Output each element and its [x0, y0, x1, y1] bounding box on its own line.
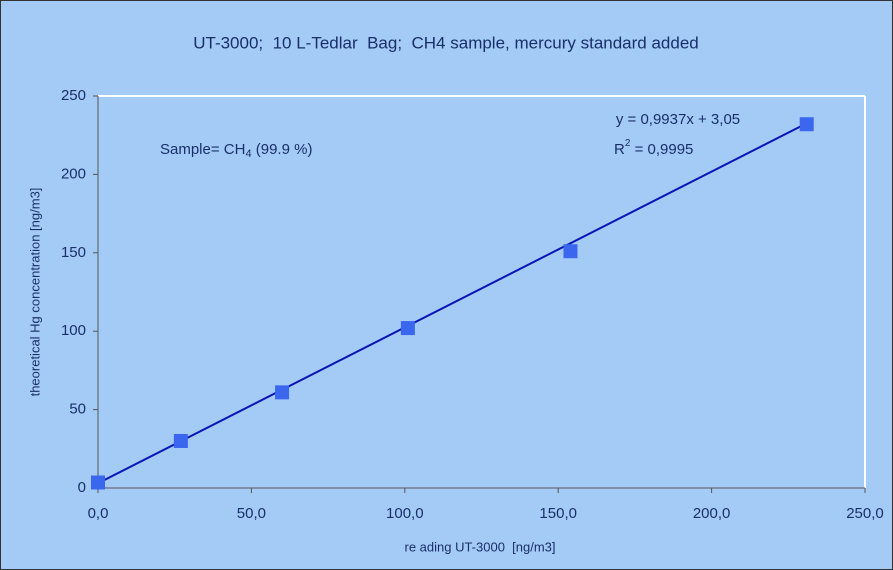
trendline-equation: y = 0,9937x + 3,05	[616, 111, 740, 128]
data-point	[173, 433, 188, 448]
r-squared-value: = 0,9995	[630, 141, 693, 158]
x-tick-label: 250,0	[846, 505, 884, 522]
data-point	[563, 244, 578, 259]
data-point	[91, 475, 105, 490]
data-point	[400, 321, 415, 336]
sample-note: Sample= CH4 (99.9 %)	[160, 141, 312, 160]
y-tick-label: 50	[69, 401, 86, 418]
r-squared-base: R	[614, 141, 625, 158]
data-point	[275, 385, 290, 400]
y-tick-label: 100	[61, 322, 86, 339]
x-tick-label: 50,0	[237, 505, 266, 522]
sample-note-subscript: 4	[245, 148, 251, 160]
x-tick-label: 200,0	[693, 505, 731, 522]
trendline	[97, 122, 808, 485]
y-tick-label: 150	[61, 244, 86, 261]
sample-note-base: Sample= CH	[160, 141, 245, 158]
chart-title: UT-3000; 10 L-Tedlar Bag; CH4 sample, me…	[193, 33, 699, 52]
y-tick-label: 200	[61, 165, 86, 182]
x-tick-label: 100,0	[386, 505, 424, 522]
y-axis-label: theoretical Hg concentration [ng/m3]	[27, 188, 42, 397]
r-squared-exponent: 2	[625, 138, 631, 149]
y-tick-label: 250	[61, 87, 86, 104]
x-tick-label: 0,0	[88, 505, 109, 522]
y-tick-label: 0	[78, 479, 86, 496]
x-tick-label: 150,0	[539, 505, 577, 522]
x-axis-label: re ading UT-3000 [ng/m3]	[404, 539, 555, 554]
r-squared: R2 = 0,9995	[614, 138, 693, 158]
data-point	[799, 117, 814, 132]
sample-note-rest: (99.9 %)	[252, 141, 313, 158]
